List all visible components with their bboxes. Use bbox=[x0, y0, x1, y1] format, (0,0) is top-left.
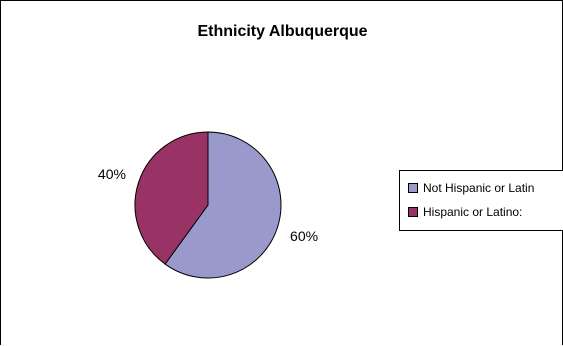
legend-swatch-not-hispanic bbox=[408, 183, 418, 193]
slice-label-hispanic: 40% bbox=[98, 166, 126, 182]
legend: Not Hispanic or Latin Hispanic or Latino… bbox=[399, 170, 563, 231]
legend-item-not-hispanic: Not Hispanic or Latin bbox=[408, 180, 534, 196]
legend-swatch-hispanic bbox=[408, 207, 418, 217]
pie-slice-hispanic bbox=[134, 131, 209, 265]
legend-item-hispanic: Hispanic or Latino: bbox=[408, 204, 522, 220]
legend-label-not-hispanic: Not Hispanic or Latin bbox=[423, 181, 535, 195]
slice-label-not-hispanic: 60% bbox=[290, 228, 318, 244]
legend-label-hispanic: Hispanic or Latino: bbox=[423, 205, 523, 219]
chart-title: Ethnicity Albuquerque bbox=[197, 23, 368, 40]
pie-slice-not-hispanic bbox=[164, 131, 282, 279]
